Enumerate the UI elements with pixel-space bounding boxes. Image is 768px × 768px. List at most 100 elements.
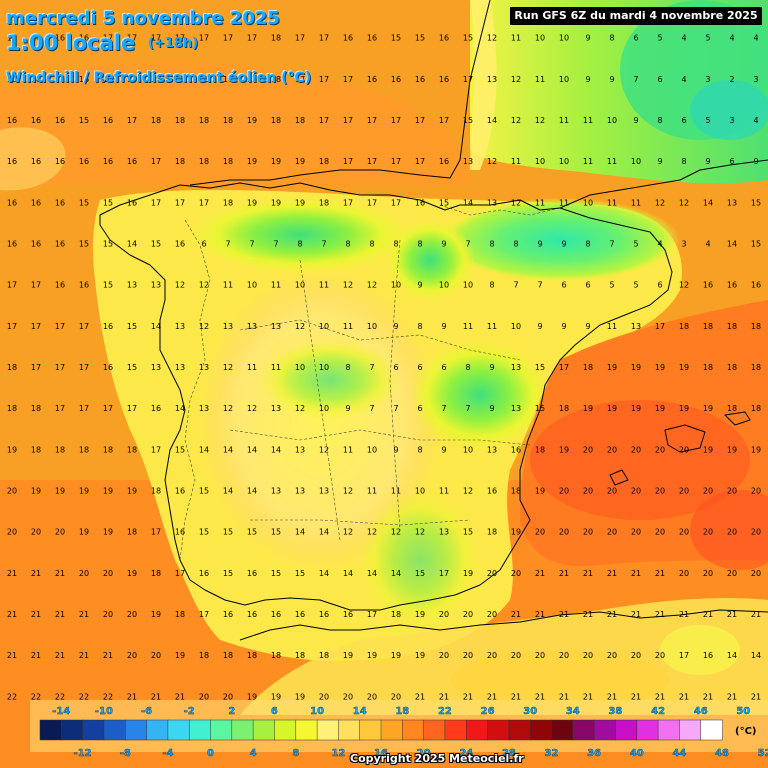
grid-value: 15 xyxy=(151,240,161,249)
grid-value: 21 xyxy=(55,569,65,578)
grid-value: 10 xyxy=(511,322,521,331)
grid-value: 16 xyxy=(7,116,17,125)
grid-value: 16 xyxy=(103,75,113,84)
grid-value: 16 xyxy=(31,198,41,207)
grid-value: 19 xyxy=(415,651,425,660)
grid-value: 21 xyxy=(583,569,593,578)
legend-swatch xyxy=(188,719,212,741)
grid-value: 14 xyxy=(175,404,185,413)
france-border xyxy=(439,204,561,216)
grid-value: 13 xyxy=(439,528,449,537)
grid-value: 12 xyxy=(247,404,257,413)
grid-value: 19 xyxy=(343,651,353,660)
grid-value: 17 xyxy=(343,75,353,84)
grid-value: 16 xyxy=(271,610,281,619)
grid-value: 10 xyxy=(559,75,569,84)
grid-value: 20 xyxy=(703,569,713,578)
grid-value: 11 xyxy=(439,487,449,496)
grid-value: 18 xyxy=(175,157,185,166)
grid-value: 10 xyxy=(463,445,473,454)
grid-value: 19 xyxy=(751,445,761,454)
grid-value: 8 xyxy=(417,322,422,331)
grid-value: 11 xyxy=(559,116,569,125)
grid-value: 18 xyxy=(583,363,593,372)
grid-value: 13 xyxy=(295,445,305,454)
grid-value: 16 xyxy=(175,487,185,496)
legend-tick-label: 14 xyxy=(353,706,367,717)
grid-value: 9 xyxy=(441,445,446,454)
grid-value: 12 xyxy=(391,528,401,537)
grid-value: 8 xyxy=(417,445,422,454)
grid-value: 12 xyxy=(319,445,329,454)
legend-swatch xyxy=(636,719,659,741)
grid-value: 19 xyxy=(583,404,593,413)
grid-value: 11 xyxy=(511,157,521,166)
grid-value: 19 xyxy=(7,445,17,454)
grid-value: 13 xyxy=(319,487,329,496)
legend-tick-label: 16 xyxy=(374,748,388,759)
grid-value: 6 xyxy=(633,34,638,43)
grid-value: 7 xyxy=(393,404,398,413)
legend-swatch xyxy=(593,719,617,741)
grid-value: 18 xyxy=(751,404,761,413)
grid-value: 14 xyxy=(751,651,761,660)
grid-value: 7 xyxy=(369,363,374,372)
legend-tick-label: 46 xyxy=(694,706,708,717)
menorca xyxy=(724,411,751,426)
grid-value: 9 xyxy=(585,322,590,331)
grid-value: 19 xyxy=(631,363,641,372)
grid-value: 12 xyxy=(343,487,353,496)
grid-value: 7 xyxy=(465,240,470,249)
grid-value: 10 xyxy=(247,281,257,290)
grid-value: 13 xyxy=(511,363,521,372)
grid-value: 10 xyxy=(367,322,377,331)
legend-swatch xyxy=(572,719,595,741)
legend-swatch xyxy=(82,719,105,741)
grid-value: 18 xyxy=(559,404,569,413)
grid-value: 12 xyxy=(367,528,377,537)
grid-value: 17 xyxy=(55,363,65,372)
grid-value: 21 xyxy=(55,610,65,619)
grid-value: 18 xyxy=(151,569,161,578)
grid-value: 17 xyxy=(367,157,377,166)
grid-value: 8 xyxy=(393,240,398,249)
grid-value: 11 xyxy=(367,487,377,496)
grid-value: 8 xyxy=(345,363,350,372)
grid-value: 17 xyxy=(103,404,113,413)
grid-value: 20 xyxy=(655,445,665,454)
grid-value: 14 xyxy=(223,487,233,496)
grid-value: 20 xyxy=(679,569,689,578)
grid-value: 20 xyxy=(559,487,569,496)
grid-value: 19 xyxy=(655,363,665,372)
grid-value: 6 xyxy=(561,281,566,290)
grid-value: 16 xyxy=(343,610,353,619)
grid-value: 21 xyxy=(559,692,569,701)
region-line-5 xyxy=(250,519,471,526)
mallorca xyxy=(664,424,706,453)
legend-swatch xyxy=(210,719,233,741)
legend-swatch xyxy=(679,719,702,741)
grid-value: 16 xyxy=(391,75,401,84)
grid-value: 19 xyxy=(271,692,281,701)
grid-value: 20 xyxy=(559,528,569,537)
grid-value: 20 xyxy=(631,445,641,454)
grid-value: 20 xyxy=(7,487,17,496)
grid-value: 17 xyxy=(391,198,401,207)
grid-value: 18 xyxy=(703,322,713,331)
grid-value: 4 xyxy=(681,34,686,43)
grid-value: 17 xyxy=(175,198,185,207)
grid-value: 16 xyxy=(31,34,41,43)
grid-value: 10 xyxy=(319,322,329,331)
grid-value: 22 xyxy=(31,692,41,701)
grid-value: 10 xyxy=(319,363,329,372)
grid-value: 17 xyxy=(463,75,473,84)
grid-value: 7 xyxy=(321,240,326,249)
grid-value: 18 xyxy=(31,404,41,413)
grid-value: 15 xyxy=(271,569,281,578)
ebro-cold-core xyxy=(385,220,475,300)
grid-value: 17 xyxy=(127,404,137,413)
legend-swatch xyxy=(252,719,276,741)
legend-swatch xyxy=(103,719,126,741)
grid-value: 20 xyxy=(127,610,137,619)
grid-value: 15 xyxy=(751,240,761,249)
